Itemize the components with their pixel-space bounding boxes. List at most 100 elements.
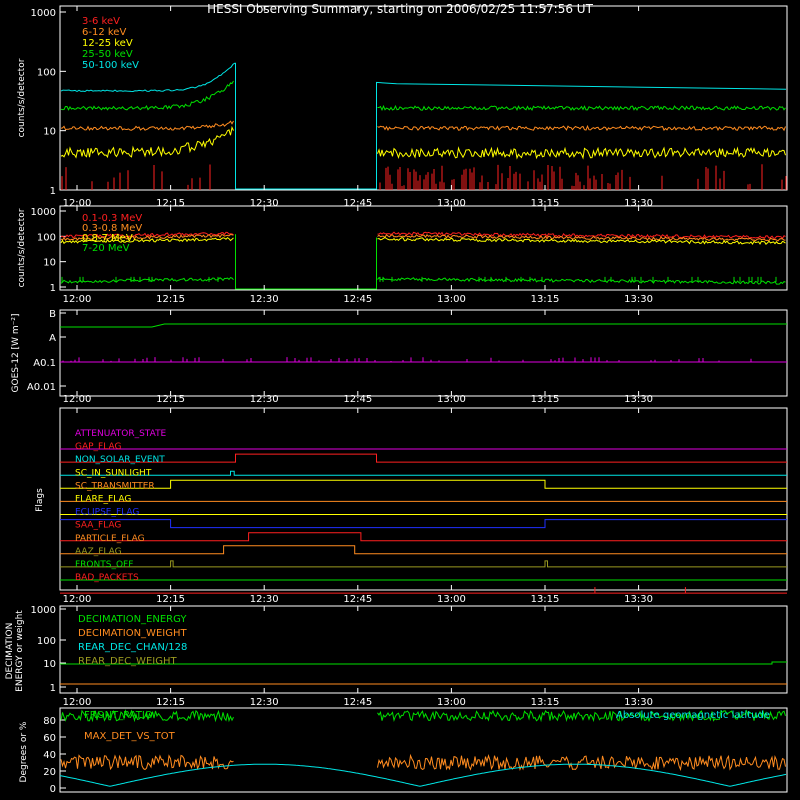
series-decimation-energy: [60, 661, 787, 665]
x-tick-label: 13:00: [437, 294, 466, 305]
x-tick-label: 13:30: [624, 394, 653, 405]
flag-label: FRONTS_OFF: [75, 560, 133, 570]
series-0-1-0-3-mev: [60, 231, 234, 239]
flag-label: ECLIPSE_FLAG: [75, 508, 139, 518]
y-tick-label: 1000: [31, 207, 56, 218]
legend-entry: 0.1-0.3 MeV: [82, 213, 142, 224]
x-tick-label: 13:30: [624, 697, 653, 708]
flag-sc-in-sunlight: [60, 479, 787, 489]
series-0-8-7-mev: [60, 237, 234, 245]
y-axis-label: GOES-12 [W m⁻²]: [11, 314, 21, 393]
y-axis-label: counts/s/detector: [17, 58, 27, 137]
x-tick-label: 12:15: [156, 697, 185, 708]
x-tick-label: 12:15: [156, 594, 185, 605]
flag-label: BAD_PACKETS: [75, 573, 139, 583]
series-50-100kev: [235, 62, 787, 190]
series-max-det-vs-tot: [377, 753, 786, 772]
panel-decimation: [59, 605, 788, 694]
x-tick-label: 12:00: [63, 294, 92, 305]
y-tick-label: 100: [37, 232, 56, 243]
legend-entry: FRONT_RATIO: [84, 710, 153, 721]
x-tick-label: 13:15: [531, 394, 560, 405]
flag-label: SC_IN_SUNLIGHT: [75, 468, 152, 478]
series-0-8-7-mev: [377, 237, 786, 246]
y-tick-label: 10: [43, 659, 56, 670]
y-tick-label: 60: [43, 733, 56, 744]
x-tick-label: 12:30: [250, 198, 279, 209]
y-axis-label: DECIMATION: [5, 623, 15, 680]
legend-entry: 0.3-0.8 MeV: [82, 223, 142, 234]
y-tick-label: 1: [50, 283, 56, 294]
series-7-20-mev: [377, 276, 786, 285]
x-tick-label: 13:30: [624, 294, 653, 305]
flag-gap-flag: [60, 453, 787, 463]
x-tick-label: 12:45: [343, 594, 372, 605]
y-axis-label: Degrees or %: [19, 721, 29, 782]
x-tick-label: 12:45: [343, 697, 372, 708]
y-tick-label: A0.1: [33, 358, 56, 369]
x-tick-label: 13:15: [531, 697, 560, 708]
y-tick-label: A0.01: [27, 382, 56, 393]
flag-label: NON_SOLAR_EVENT: [75, 455, 165, 465]
x-tick-label: 13:15: [531, 594, 560, 605]
y-tick-label: A: [49, 333, 56, 344]
legend-entry: Absolute geomagnetic latitude: [616, 710, 770, 721]
flag-particle-flag: [60, 545, 787, 555]
x-tick-label: 12:15: [156, 294, 185, 305]
series-max-det-vs-tot: [60, 754, 234, 771]
flag-label: GAP_FLAG: [75, 442, 121, 452]
y-tick-label: 0: [50, 784, 56, 795]
x-tick-label: 13:15: [531, 198, 560, 209]
y-tick-label: B: [49, 309, 56, 320]
series-25-50kev: [377, 104, 786, 112]
y-tick-label: 10: [43, 258, 56, 269]
x-tick-label: 12:30: [250, 394, 279, 405]
y-tick-label: 1000: [31, 605, 56, 616]
flag-saa-flag: [60, 532, 787, 542]
y-tick-label: 1: [50, 186, 56, 197]
y-tick-label: 10: [43, 127, 56, 138]
x-tick-label: 12:30: [250, 594, 279, 605]
series-0-3-0-8-mev: [60, 233, 234, 242]
legend-entry: 0.8-7 MeV: [82, 233, 133, 244]
series-front-ratio: [377, 709, 786, 723]
legend-entry: REAR_DEC_CHAN/128: [78, 642, 187, 653]
flag-label: SC_TRANSMITTER: [75, 481, 155, 491]
legend-entry: 25-50 keV: [82, 49, 133, 60]
plot-title: HESSI Observing Summary, starting on 200…: [207, 2, 593, 16]
y-tick-label: 20: [43, 767, 56, 778]
x-tick-label: 12:45: [343, 394, 372, 405]
x-tick-label: 13:15: [531, 294, 560, 305]
flag-label: SAA_FLAG: [75, 521, 121, 531]
y-tick-label: 100: [37, 636, 56, 647]
series-0-1-0-3-mev: [377, 231, 786, 240]
panel-ratios: [59, 707, 788, 793]
series-7-20-mev: [60, 277, 234, 284]
legend-entry: 12-25 keV: [82, 38, 133, 49]
y-axis-label: counts/s/detector: [17, 208, 27, 287]
x-tick-label: 12:45: [343, 198, 372, 209]
legend-entry: DECIMATION_WEIGHT: [78, 628, 187, 639]
x-tick-label: 13:30: [624, 594, 653, 605]
legend-entry: DECIMATION_ENERGY: [78, 614, 187, 625]
x-tick-label: 12:30: [250, 697, 279, 708]
legend-entry: 6-12 keV: [82, 27, 126, 38]
series-12-25kev: [377, 146, 786, 160]
flag-label: ATTENUATOR_STATE: [75, 429, 167, 439]
legend-entry: REAR_DEC_WEIGHT: [78, 656, 177, 667]
y-tick-label: 100: [37, 67, 56, 78]
series-6-12kev: [377, 124, 786, 132]
series-6-12kev: [60, 120, 234, 131]
flag-non-solar-event: [60, 470, 787, 476]
series-goes-long: [60, 323, 787, 328]
x-tick-label: 13:00: [437, 198, 466, 209]
y-axis-label: Flags: [35, 488, 45, 512]
flag-label: FLARE_FLAG: [75, 495, 131, 505]
x-tick-label: 13:00: [437, 594, 466, 605]
y-tick-label: 1000: [31, 8, 56, 19]
panel-flags: [59, 407, 788, 591]
y-axis-label-2: ENERGY or weight: [15, 610, 25, 692]
y-tick-label: 40: [43, 750, 56, 761]
x-tick-label: 12:45: [343, 294, 372, 305]
